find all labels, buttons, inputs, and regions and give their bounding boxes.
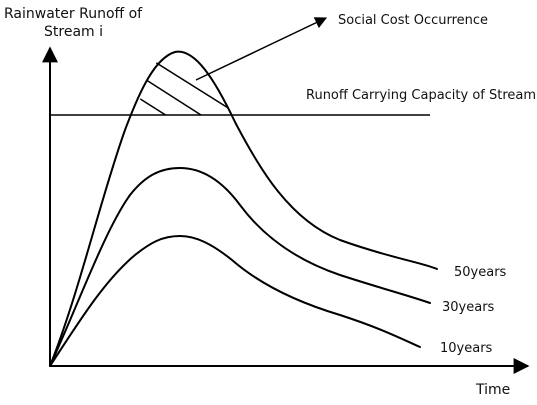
- social-cost-label: Social Cost Occurrence: [338, 13, 488, 28]
- curve-30years: [49, 167, 431, 367]
- social-cost-hatch: [135, 50, 232, 115]
- y-axis-label-line2: Stream i: [44, 24, 103, 40]
- curve-label-30years: 30years: [442, 300, 495, 315]
- x-axis-label: Time: [475, 382, 510, 398]
- curve-10years: [49, 235, 421, 367]
- y-axis-label-line1: Rainwater Runoff of: [4, 6, 143, 22]
- curve-label-50years: 50years: [454, 265, 507, 280]
- curve-label-10years: 10years: [440, 341, 493, 356]
- capacity-label: Runoff Carrying Capacity of Stream: [306, 88, 536, 103]
- social-cost-arrow: [195, 17, 328, 81]
- curve-50years: [49, 50, 438, 367]
